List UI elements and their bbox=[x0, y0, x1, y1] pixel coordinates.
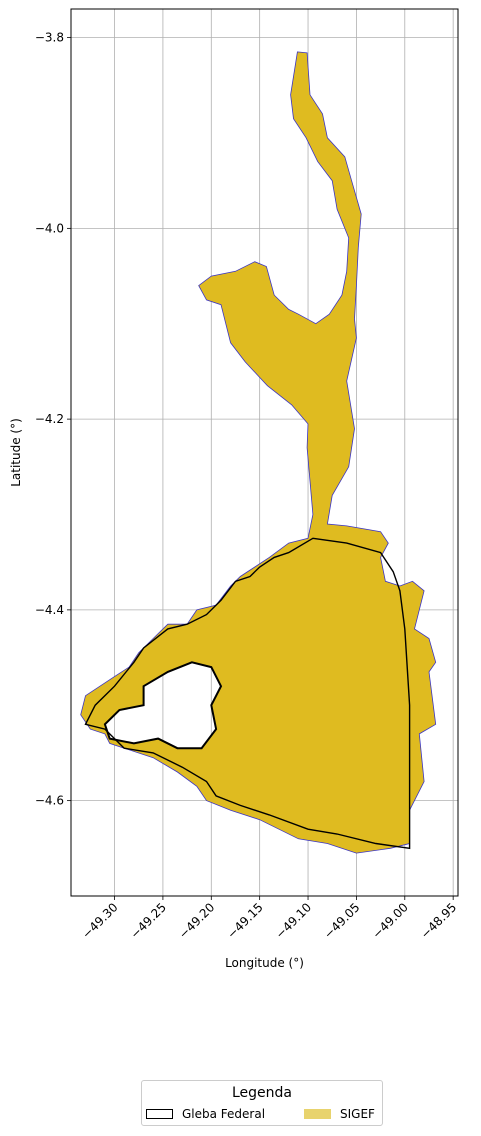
x-axis-label: Longitude (°) bbox=[225, 956, 304, 970]
x-tick-label: −48.95 bbox=[418, 900, 459, 941]
gleba-federal-inner-boundary bbox=[103, 661, 223, 750]
legend-swatch-gleba-federal bbox=[146, 1109, 173, 1119]
x-tick-label: −49.15 bbox=[224, 900, 265, 941]
y-tick-label: −4.6 bbox=[35, 794, 64, 808]
plot-area-frame bbox=[70, 8, 459, 897]
y-tick-label: −4.4 bbox=[35, 603, 64, 617]
map-layers bbox=[80, 51, 437, 854]
legend: Legenda Gleba Federal SIGEF bbox=[141, 1080, 383, 1126]
legend-title: Legenda bbox=[231, 1085, 292, 1101]
legend-label-gleba-federal: Gleba Federal bbox=[182, 1107, 266, 1121]
x-tick-label: −49.25 bbox=[128, 900, 169, 941]
y-tick-label: −4.0 bbox=[35, 221, 64, 235]
y-axis-label: Latitude (°) bbox=[9, 418, 23, 487]
sigef-parcels-polygon bbox=[80, 51, 437, 854]
y-tick-label: −3.8 bbox=[35, 31, 64, 45]
legend-entry-gleba-federal: Gleba Federal bbox=[146, 1107, 265, 1121]
x-tick-label: −49.30 bbox=[79, 900, 120, 941]
legend-swatch-sigef bbox=[304, 1109, 331, 1119]
x-tick-label: −49.05 bbox=[321, 900, 362, 941]
legend-label-sigef: SIGEF bbox=[340, 1107, 375, 1121]
x-tick-label: −49.00 bbox=[370, 900, 411, 941]
x-tick-label: −49.10 bbox=[273, 900, 314, 941]
gleba-federal-boundary bbox=[84, 537, 411, 850]
x-tick-label: −49.20 bbox=[176, 900, 217, 941]
legend-entry-sigef: SIGEF bbox=[304, 1107, 375, 1121]
y-tick-label: −4.2 bbox=[35, 412, 64, 426]
